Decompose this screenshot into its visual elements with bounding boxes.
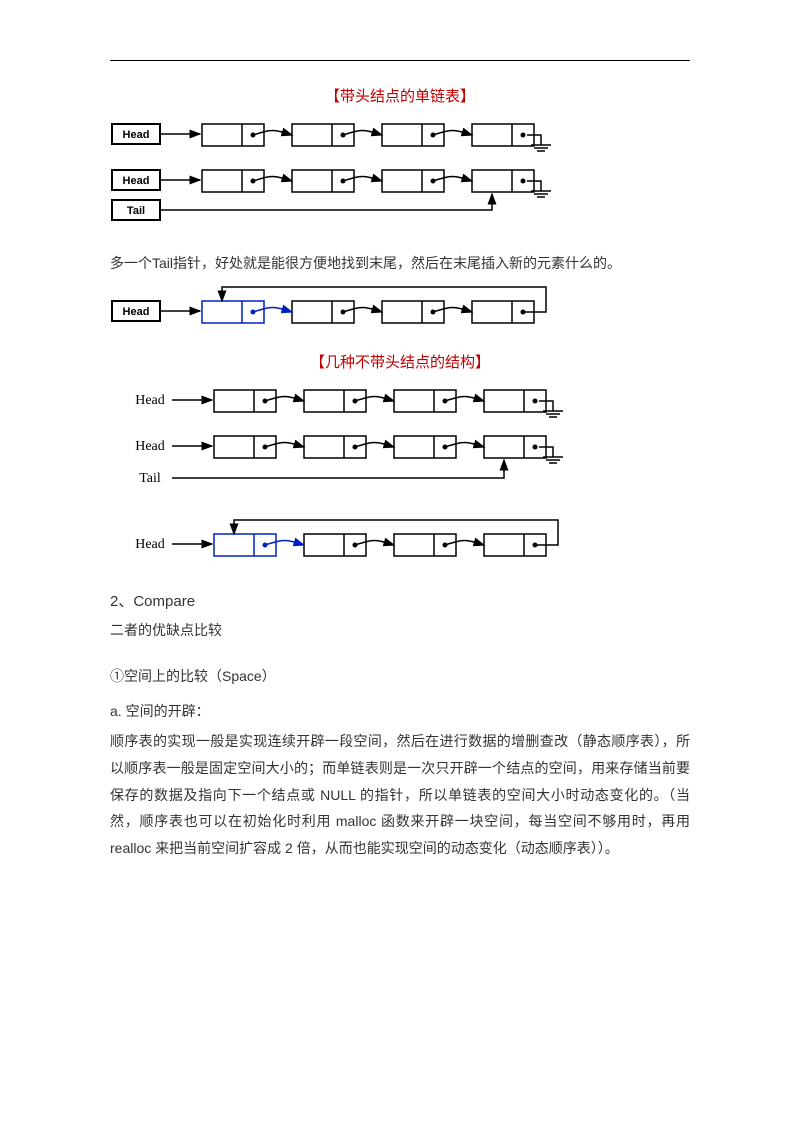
diagram-nohead-tail: Head Tail <box>110 432 690 502</box>
caption-without-head: 【几种不带头结点的结构】 <box>110 351 690 372</box>
svg-text:Tail: Tail <box>139 471 161 486</box>
head-label: Head <box>123 129 150 141</box>
diagram-nohead-1: Head <box>110 382 690 418</box>
svg-text:Head: Head <box>135 393 165 408</box>
tail-note: 多一个Tail指针，好处就是能很方便地找到末尾，然后在末尾插入新的元素什么的。 <box>110 250 690 277</box>
pt1-title: ①空间上的比较（Space） <box>110 663 690 690</box>
diagram-nohead-circular: Head <box>110 516 690 570</box>
pt1a-title: a. 空间的开辟： <box>110 698 690 725</box>
svg-text:Head: Head <box>135 439 165 454</box>
diagram-circular-with-head: Head <box>110 283 690 337</box>
svg-text:Head: Head <box>123 175 150 187</box>
svg-text:Head: Head <box>135 537 165 552</box>
diagram-head-tail: Head Tail <box>110 166 690 236</box>
sec2-title: 2、Compare <box>110 590 690 611</box>
diagram-head-only: Head <box>110 116 690 152</box>
top-rule <box>110 60 690 61</box>
caption-with-head: 【带头结点的单链表】 <box>110 85 690 106</box>
svg-text:Head: Head <box>123 306 150 318</box>
sec2-sub: 二者的优缺点比较 <box>110 617 690 644</box>
svg-text:Tail: Tail <box>127 205 145 217</box>
pt1a-body: 顺序表的实现一般是实现连续开辟一段空间，然后在进行数据的增删查改（静态顺序表），… <box>110 728 690 861</box>
